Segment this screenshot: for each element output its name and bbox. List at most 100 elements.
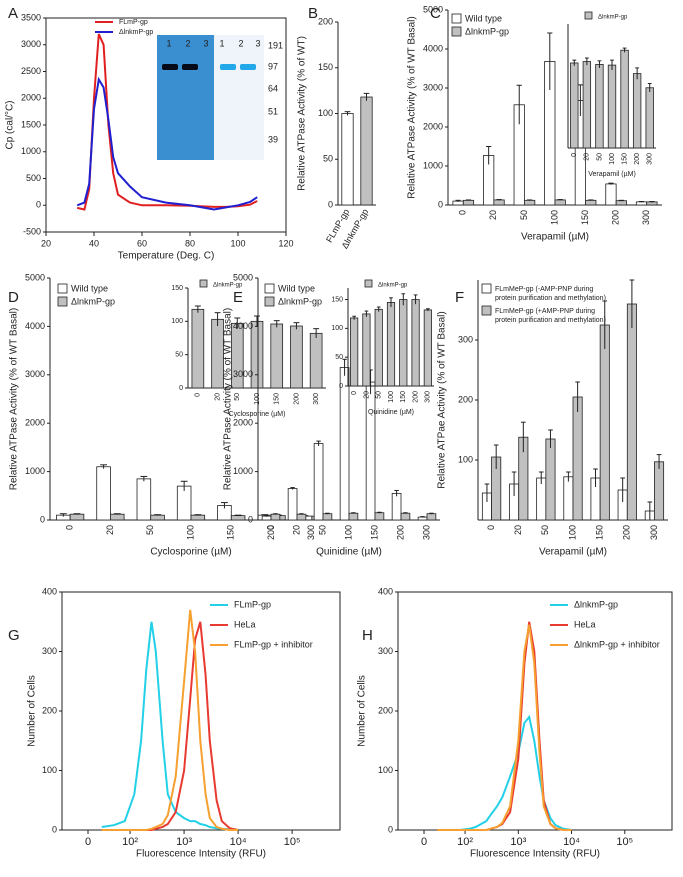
legend-label: ΔlnkmP-gp bbox=[119, 29, 153, 36]
y-tick-label: 50 bbox=[175, 352, 183, 359]
bar bbox=[536, 477, 547, 521]
y-tick-label: 100 bbox=[378, 765, 393, 775]
x-tick-label: 10⁵ bbox=[616, 836, 633, 848]
bar bbox=[190, 514, 206, 521]
y-tick-label: 100 bbox=[458, 454, 473, 464]
x-tick-label: 200 bbox=[622, 525, 632, 540]
bar bbox=[230, 515, 246, 521]
series-line bbox=[101, 621, 239, 831]
bar bbox=[362, 313, 371, 387]
y-tick-label: 200 bbox=[42, 705, 57, 715]
legend-label: ΔlnkmP-gp bbox=[598, 15, 628, 21]
y-tick-label: 0 bbox=[388, 824, 393, 834]
y-tick-label: 100 bbox=[331, 325, 343, 332]
bar bbox=[69, 513, 85, 521]
panel-letter: E bbox=[233, 289, 243, 306]
x-tick-label: 200 bbox=[611, 210, 621, 225]
y-tick-label: 0 bbox=[328, 199, 333, 209]
bar bbox=[399, 299, 408, 387]
legend-label: FLmP-gp bbox=[119, 19, 148, 26]
legend-label: ΔlnkmP-gp bbox=[574, 599, 618, 609]
y-tick-label: 0 bbox=[438, 199, 443, 209]
bar bbox=[654, 461, 665, 521]
gel-white bbox=[214, 35, 264, 160]
x-tick-label: 300 bbox=[421, 525, 431, 540]
y-tick-label: 1000 bbox=[233, 466, 253, 476]
x-tick-label: 10³ bbox=[176, 836, 192, 848]
bar bbox=[350, 317, 359, 387]
y-axis-label: Number of Cells bbox=[357, 675, 368, 747]
legend-label: ΔlnkmP-gp bbox=[213, 283, 243, 289]
y-tick-label: 100 bbox=[42, 765, 57, 775]
legend-label: Wild type bbox=[278, 283, 315, 293]
y-tick-label: 0 bbox=[36, 200, 41, 210]
y-tick-label: 300 bbox=[378, 646, 393, 656]
bar bbox=[635, 201, 648, 206]
bar bbox=[322, 513, 333, 521]
bar bbox=[341, 113, 354, 206]
bar bbox=[493, 199, 505, 206]
y-tick-label: 1000 bbox=[25, 466, 45, 476]
y-axis-label: Relative ATPae Activity (% of WT Basal) bbox=[437, 311, 448, 488]
y-tick-label: 3000 bbox=[233, 369, 253, 379]
bar bbox=[287, 488, 298, 521]
x-tick-label: 100 bbox=[185, 525, 195, 540]
bar bbox=[391, 492, 402, 521]
y-tick-label: 2500 bbox=[21, 66, 41, 76]
gel-band bbox=[240, 64, 256, 70]
x-tick-label: 20 bbox=[214, 393, 221, 401]
y-axis-label: Relative ATPase Activity (% of WT Basal) bbox=[223, 308, 234, 490]
y-tick-label: 0 bbox=[40, 514, 45, 524]
bar bbox=[563, 476, 574, 521]
x-tick-label: 200 bbox=[634, 153, 641, 165]
x-tick-label: 150 bbox=[369, 525, 379, 540]
x-tick-label: 0 bbox=[421, 836, 427, 848]
legend-swatch bbox=[451, 26, 462, 37]
y-tick-label: 4000 bbox=[233, 321, 253, 331]
bar bbox=[296, 513, 307, 521]
legend-swatch bbox=[199, 279, 208, 288]
bar bbox=[374, 308, 383, 387]
y-tick-label: 200 bbox=[458, 394, 473, 404]
panel-letter: F bbox=[455, 289, 464, 306]
y-tick-label: 200 bbox=[318, 16, 333, 26]
bar bbox=[572, 396, 583, 521]
x-tick-label: 300 bbox=[649, 525, 659, 540]
legend-swatch bbox=[584, 11, 593, 20]
legend-swatch bbox=[451, 13, 462, 24]
x-axis-label: Cyclosporine (µM) bbox=[150, 547, 231, 558]
x-tick-label: 150 bbox=[580, 210, 590, 225]
y-tick-label: 2000 bbox=[21, 93, 41, 103]
y-tick-label: 100 bbox=[318, 108, 333, 118]
gel-marker-label: 39 bbox=[268, 134, 278, 144]
bar bbox=[595, 63, 604, 149]
bar bbox=[645, 87, 654, 149]
bar bbox=[524, 199, 536, 206]
gel-lane-label: 2 bbox=[185, 38, 190, 48]
y-axis-label: Number of Cells bbox=[27, 675, 38, 747]
x-axis-label: Temperature (Deg. C) bbox=[118, 251, 215, 262]
x-tick-label: 50 bbox=[234, 393, 241, 401]
gel-lane-label: 3 bbox=[203, 38, 208, 48]
x-tick-label: 50 bbox=[145, 525, 155, 535]
x-tick-label: 50 bbox=[376, 391, 383, 399]
y-axis-label: Relative ATPase Activity (% of WT Basal) bbox=[407, 16, 418, 198]
y-tick-label: 0 bbox=[52, 824, 57, 834]
gel-lane-label: 1 bbox=[219, 38, 224, 48]
series-line bbox=[437, 624, 572, 831]
panel-letter: C bbox=[430, 5, 441, 22]
legend-swatch bbox=[481, 305, 492, 316]
bar bbox=[620, 49, 629, 149]
x-tick-label: 0 bbox=[195, 393, 202, 397]
legend-swatch bbox=[364, 279, 373, 288]
bar bbox=[191, 308, 205, 389]
y-tick-label: 500 bbox=[26, 173, 41, 183]
y-tick-label: -500 bbox=[23, 226, 41, 236]
x-tick-label: 0 bbox=[65, 525, 75, 530]
x-tick-label: 100 bbox=[388, 391, 395, 403]
bar bbox=[270, 513, 281, 521]
bar bbox=[607, 64, 617, 149]
bar bbox=[374, 512, 385, 521]
bar bbox=[360, 96, 373, 206]
